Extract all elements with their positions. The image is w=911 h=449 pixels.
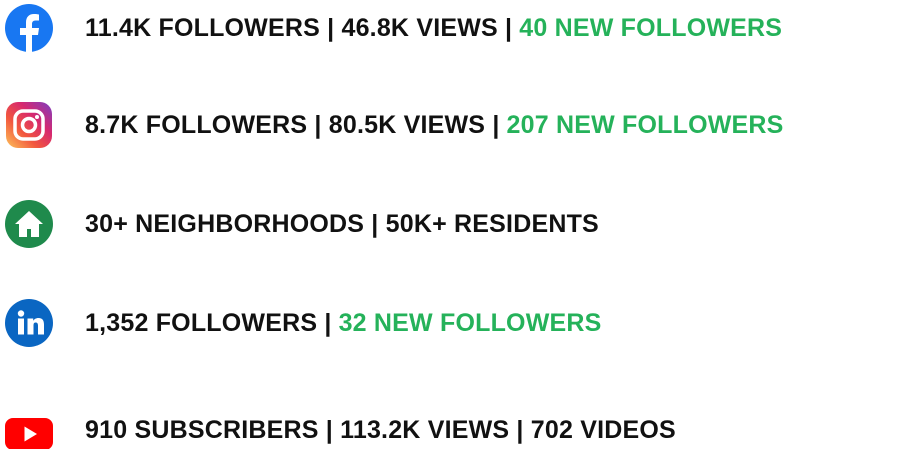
- highlight: 207 NEW FOLLOWERS: [506, 111, 784, 139]
- row: 11.4K FOLLOWERS | 46.8K VIEWS | 40 NEW FO…: [0, 2, 911, 54]
- row: 910 SUBSCRIBERS | 113.2K VIEWS | 702 VID…: [0, 404, 911, 449]
- stats: 30+ NEIGHBORHOODS | 50K+ RESIDENTS: [85, 210, 599, 238]
- linkedin-icon: [5, 299, 53, 347]
- youtube-icon: [5, 418, 53, 449]
- row: 1,352 FOLLOWERS | 32 NEW FOLLOWERS: [0, 297, 911, 349]
- row-text: 30+ NEIGHBORHOODS | 50K+ RESIDENTS: [85, 198, 599, 250]
- instagram-icon: [6, 102, 52, 148]
- stats: 910 SUBSCRIBERS | 113.2K VIEWS | 702 VID…: [85, 416, 676, 444]
- row-text: 8.7K FOLLOWERS | 80.5K VIEWS | 207 NEW FO…: [85, 99, 784, 151]
- row-text: 1,352 FOLLOWERS | 32 NEW FOLLOWERS: [85, 297, 602, 349]
- row: 30+ NEIGHBORHOODS | 50K+ RESIDENTS: [0, 198, 911, 250]
- row-text: 11.4K FOLLOWERS | 46.8K VIEWS | 40 NEW FO…: [85, 2, 782, 54]
- highlight: 32 NEW FOLLOWERS: [338, 309, 602, 337]
- row-text: 910 SUBSCRIBERS | 113.2K VIEWS | 702 VID…: [85, 404, 676, 449]
- home-icon: [5, 200, 53, 248]
- facebook-icon: [5, 4, 53, 52]
- highlight: 40 NEW FOLLOWERS: [519, 14, 783, 42]
- row: 8.7K FOLLOWERS | 80.5K VIEWS | 207 NEW FO…: [0, 99, 911, 151]
- stats: 11.4K FOLLOWERS | 46.8K VIEWS |: [85, 14, 513, 42]
- stats: 8.7K FOLLOWERS | 80.5K VIEWS |: [85, 111, 500, 139]
- stats: 1,352 FOLLOWERS |: [85, 309, 332, 337]
